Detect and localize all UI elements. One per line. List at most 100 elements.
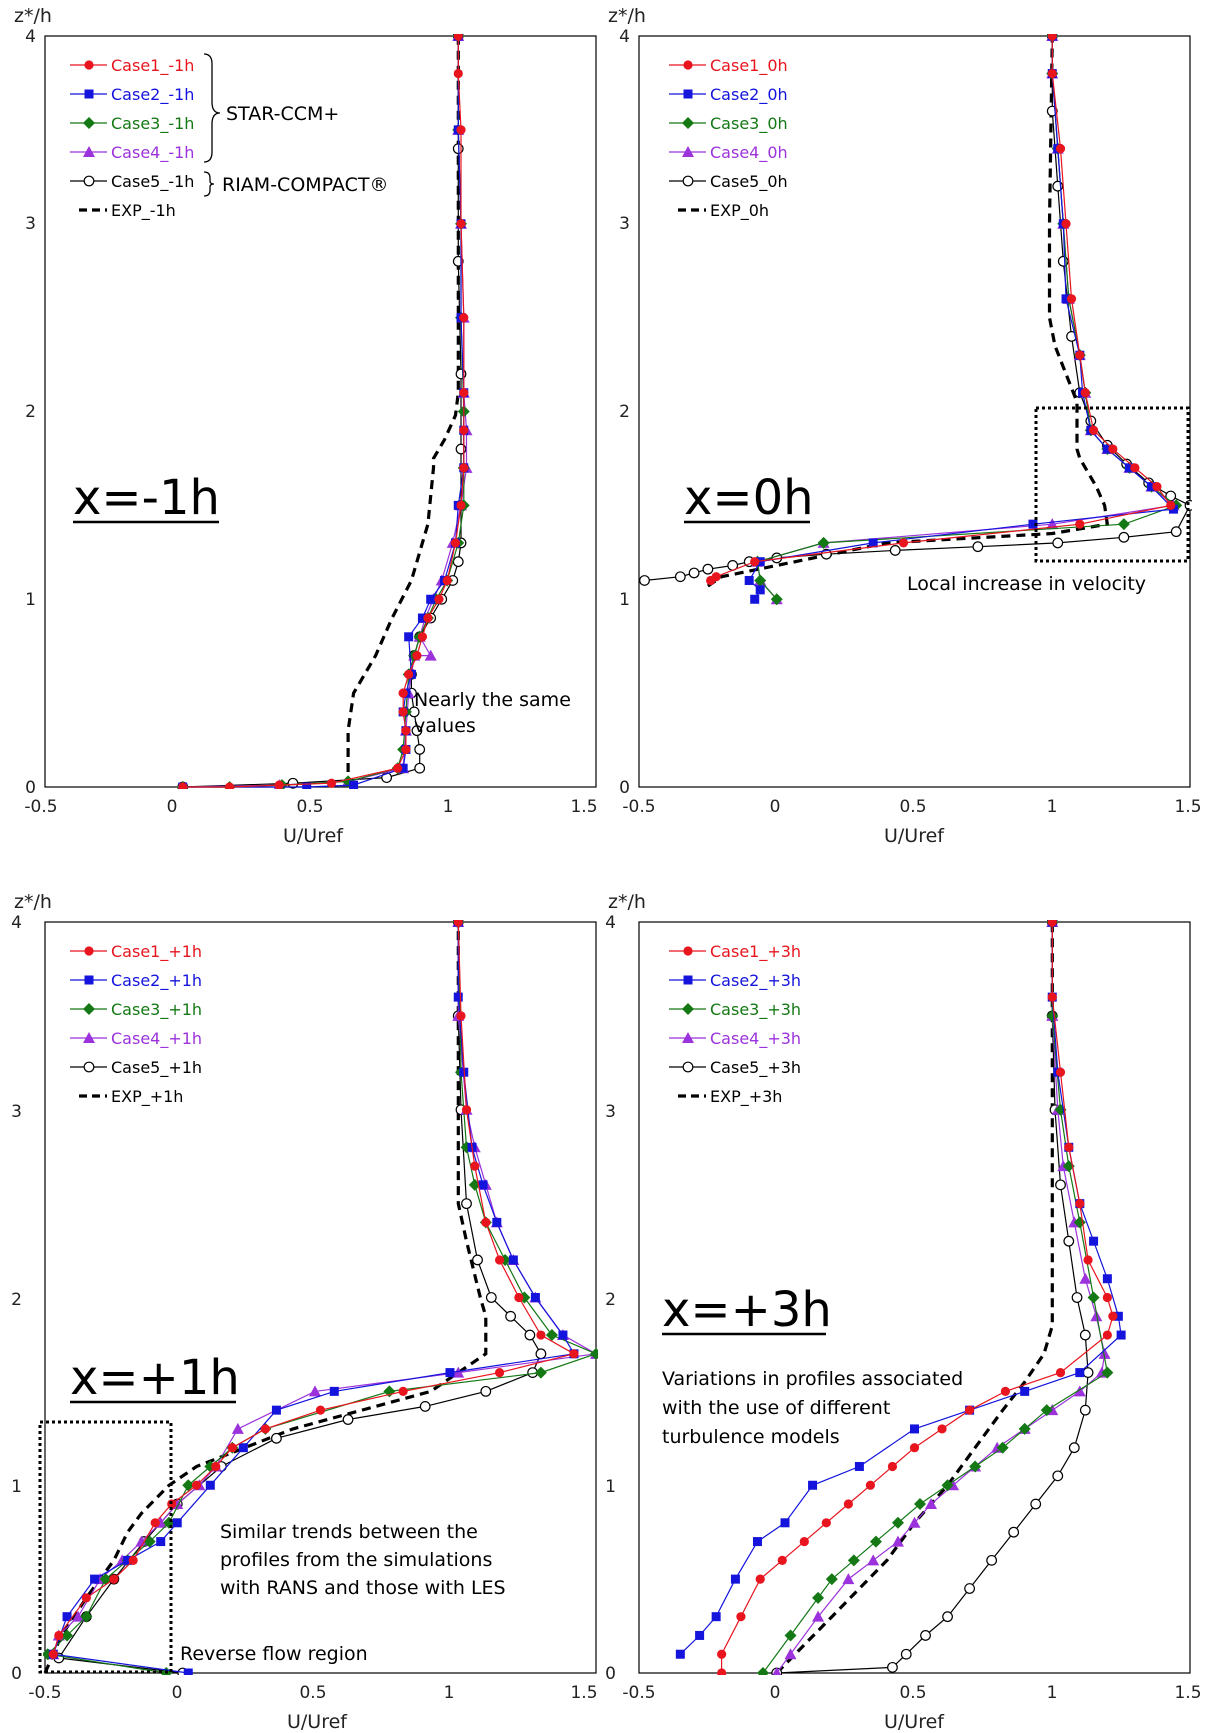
series-line [182,36,462,788]
legend: Case1_+1h Case2_+1h Case3_+1h Case4_+1h … [70,942,202,1107]
legend-label-case5: Case5_-1h [111,172,194,192]
data-point [755,557,765,567]
y-tick-label: 2 [605,1290,616,1310]
data-point [61,1629,74,1642]
data-point [750,594,760,604]
data-point [452,556,464,568]
series-layer [639,34,1192,606]
data-point [1108,444,1118,454]
x-tick-label: 1.5 [1174,1683,1201,1703]
x-tick-label: 0.5 [899,1683,926,1703]
data-point [867,1554,880,1566]
y-tick-label: 2 [11,1290,22,1310]
data-point [1064,1142,1074,1152]
y-tick-label: 4 [619,27,630,47]
data-point [398,763,408,773]
x-tick-label: 0.5 [299,1683,326,1703]
data-point [508,1255,518,1265]
data-point [695,1630,705,1640]
plot-frame [44,921,597,1674]
data-point [72,1610,85,1622]
data-point [736,1612,746,1622]
data-point [1061,294,1071,304]
data-point [1055,1179,1066,1191]
data-point [424,649,437,661]
annotation: Local increase in velocity [907,573,1146,595]
data-point [150,1518,160,1528]
data-point [43,1648,54,1661]
data-point [909,1443,920,1453]
data-point [494,1368,505,1378]
x-ticks: -0.5 0 0.5 1 1.5 [24,797,597,817]
legend-marker-case4 [682,1032,694,1043]
data-point [865,1480,876,1490]
data-point [349,780,359,789]
data-point [1068,1442,1080,1454]
data-point [972,541,984,553]
data-point [1102,1274,1112,1284]
data-point [530,1293,540,1302]
panel-x-0h: 0 1 2 3 4 -0.5 0 0.5 1 1.5 U/Uref z*/h C… [608,5,1202,847]
y-axis-label: z*/h [608,5,646,27]
data-point [717,1649,727,1659]
x-axis-label: U/Uref [283,825,344,847]
data-point [887,1461,898,1472]
x-tick-label: -0.5 [622,1683,655,1703]
legend-marker-case5 [682,1061,694,1073]
legend-label-case4: Case4_+3h [710,1029,801,1049]
series-line [182,36,465,788]
bracket-star-ccm [203,53,221,163]
data-point [414,744,426,755]
data-point [1166,500,1176,510]
data-point [143,1535,156,1548]
series-case4 [751,34,1180,605]
data-point [1082,1367,1094,1378]
data-point [308,1385,321,1397]
legend-marker-case3 [682,117,694,129]
data-point [558,1330,568,1340]
series-case4 [178,34,473,789]
data-point [1087,1291,1100,1304]
data-point [675,1649,685,1659]
series-layer [43,920,598,1675]
data-point [48,1649,58,1659]
panel-title: x=+1h [70,1350,240,1406]
data-point [459,313,469,323]
data-point [1088,425,1099,435]
data-point [1080,388,1090,398]
data-point [205,1480,215,1490]
data-point [821,1518,831,1528]
legend-marker-case2 [683,89,693,99]
data-point [1055,1368,1066,1378]
x-tick-label: 0 [167,797,178,817]
x-tick-label: 0 [172,1683,183,1703]
series-layer [675,920,1126,1675]
data-point [1089,1236,1099,1246]
y-axis-label: z*/h [14,891,52,913]
x-tick-label: 0 [770,797,781,817]
legend-marker-case5 [83,175,95,187]
legend: Case1_+3h Case2_+3h Case3_+3h Case4_+3h … [669,942,801,1107]
series-case5 [177,34,467,789]
series-line [775,922,1054,1675]
series-case3 [756,920,1114,1675]
data-point [1040,1404,1053,1417]
x-tick-label: 1 [444,1683,455,1703]
data-point [123,1555,133,1565]
data-point [536,1330,546,1340]
data-point [1152,482,1162,492]
data-point [674,571,686,583]
x-tick-label: -0.5 [24,797,57,817]
data-point [1000,1386,1011,1396]
data-point [1047,920,1057,927]
data-point [191,1480,202,1490]
data-point [891,1535,904,1547]
data-point [238,1443,248,1453]
data-point [900,1648,912,1660]
data-point [393,763,403,773]
legend-label-case2: Case2_-1h [111,85,194,105]
data-point [770,593,783,606]
panel-x-plus-3h: 0 1 2 3 4 -0.5 0 0.5 1 1.5 U/Uref z*/h C… [605,891,1201,1733]
panel-title: x=0h [684,470,814,526]
data-point [1052,537,1064,549]
